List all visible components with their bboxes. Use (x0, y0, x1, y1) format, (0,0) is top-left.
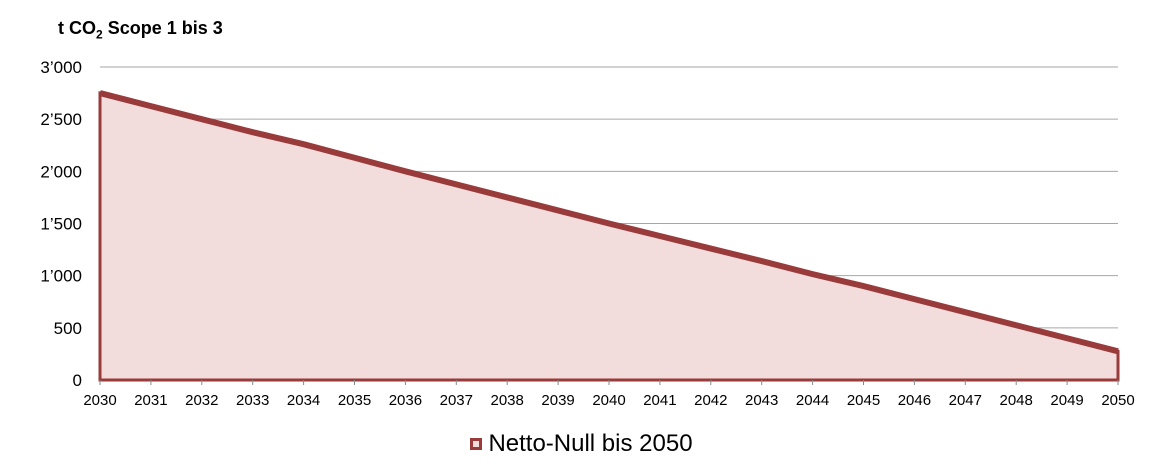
legend-swatch (470, 438, 483, 450)
y-tick-label: 2’000 (40, 162, 82, 181)
y-tick-label: 0 (73, 371, 82, 390)
x-tick-label: 2050 (1101, 392, 1134, 409)
x-tick-label: 2040 (592, 392, 625, 409)
x-tick-label: 2045 (847, 392, 880, 409)
x-tick-label: 2044 (796, 392, 829, 409)
y-tick-label: 2’500 (40, 110, 82, 129)
x-tick-label: 2032 (185, 392, 218, 409)
x-tick-label: 2036 (389, 392, 422, 409)
area-layer (98, 90, 1120, 382)
x-tick-label: 2035 (338, 392, 371, 409)
y-axis-ticks: 0 500 1’000 1’500 2’000 2’500 3’000 (40, 58, 82, 390)
legend: Netto-Null bis 2050 (0, 430, 1163, 458)
x-tick-label: 2038 (491, 392, 524, 409)
y-axis-title: t CO2 Scope 1 bis 3 (58, 18, 223, 42)
x-tick-label: 2049 (1050, 392, 1083, 409)
x-tick-label: 2041 (643, 392, 676, 409)
x-tick-label: 2043 (745, 392, 778, 409)
y-tick-label: 500 (54, 319, 82, 338)
y-tick-label: 1’500 (40, 215, 82, 234)
x-tick-label: 2034 (287, 392, 320, 409)
x-tick-label: 2046 (898, 392, 931, 409)
legend-label: Netto-Null bis 2050 (488, 430, 693, 457)
y-tick-label: 1’000 (40, 267, 82, 286)
x-axis-ticks: 2030 2031 2032 2033 2034 2035 2036 2037 2038 2039… (83, 380, 1135, 409)
series-line (99, 90, 1119, 355)
x-tick-label: 2031 (134, 392, 167, 409)
x-tick-label: 2033 (236, 392, 269, 409)
x-tick-label: 2048 (1000, 392, 1033, 409)
x-tick-label: 2042 (694, 392, 727, 409)
x-tick-label: 2030 (83, 392, 116, 409)
y-tick-label: 3’000 (40, 58, 82, 77)
x-tick-label: 2037 (440, 392, 473, 409)
series-area (98, 91, 1120, 382)
x-tick-label: 2047 (949, 392, 982, 409)
x-tick-label: 2039 (541, 392, 574, 409)
